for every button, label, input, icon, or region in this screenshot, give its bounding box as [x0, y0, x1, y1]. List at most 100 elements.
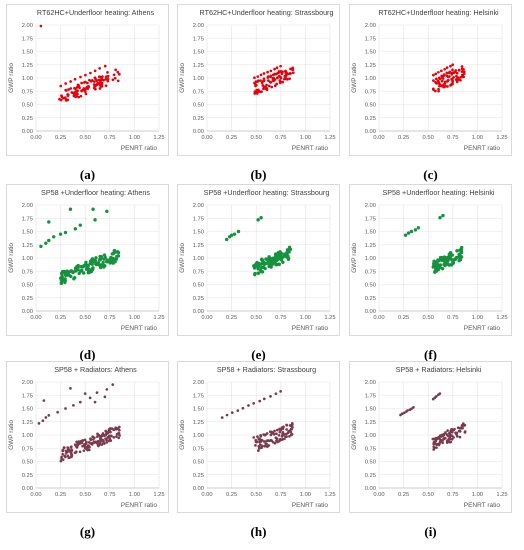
x-tick-label: 1.00 [300, 492, 311, 498]
y-tick-label: 0.00 [22, 309, 33, 315]
scatter-point [104, 84, 108, 88]
y-tick-label: 2.00 [193, 23, 204, 29]
chart-frame [349, 184, 512, 336]
y-tick-label: 1.25 [193, 243, 204, 249]
y-axis-label: GWP ratio [351, 63, 358, 93]
scatter-point [111, 259, 116, 264]
scatter-point [436, 258, 440, 262]
scatter-point [269, 75, 272, 79]
scatter-point [44, 241, 48, 245]
scatter-point [440, 76, 444, 79]
scatter-point [104, 437, 107, 441]
scatter-point [269, 81, 273, 84]
scatter-point [284, 435, 287, 439]
scatter-point [261, 265, 266, 270]
scatter-point [258, 443, 262, 446]
y-tick-label: 0.25 [22, 296, 33, 302]
chart-panel-i: SP58 + Radiators: Helsinki 0.00 0.25 0.50 0.… [349, 361, 512, 513]
scatter-point [278, 250, 282, 254]
y-tick-label: 1.75 [365, 393, 376, 399]
scatter-point [285, 432, 288, 436]
y-tick-label: 1.25 [365, 63, 376, 69]
scatter-point [450, 253, 455, 257]
scatter-point [270, 262, 274, 267]
scatter-point [74, 451, 78, 454]
scatter-point [93, 76, 97, 80]
scatter-point [279, 76, 283, 80]
scatter-point [438, 77, 442, 81]
x-tick-label: 0.75 [275, 492, 286, 498]
scatter-point [108, 428, 111, 432]
x-tick-label: 0.00 [30, 492, 41, 498]
scatter-point [79, 75, 82, 79]
scatter-point [60, 94, 63, 98]
scatter-point [434, 89, 437, 93]
scatter-point [75, 94, 78, 98]
scatter-point [455, 80, 459, 84]
scatter-point [64, 407, 67, 410]
scatter-point [291, 68, 295, 72]
scatter-point [442, 85, 446, 89]
scatter-point [278, 79, 282, 82]
scatter-point [257, 449, 260, 452]
x-tick-label: 0.25 [226, 492, 237, 498]
y-tick-label: 1.25 [22, 420, 33, 426]
scatter-point [106, 436, 110, 439]
y-tick-label: 1.50 [193, 407, 204, 413]
y-tick-label: 0.75 [193, 89, 204, 95]
scatter-point [460, 73, 464, 77]
scatter-point [100, 78, 104, 81]
y-tick-label: 0.25 [22, 473, 33, 479]
chart-panel-c: RT62HC+Underfloor heating: Helsinki 0.00 0… [349, 4, 512, 156]
y-tick-label: 1.75 [193, 393, 204, 399]
y-tick-label: 1.00 [193, 256, 204, 262]
scatter-point [47, 238, 51, 243]
scatter-point [274, 392, 278, 396]
scatter-point [437, 87, 440, 91]
scatter-point [90, 262, 94, 266]
scatter-point [89, 79, 93, 83]
x-tick-label: 1.00 [472, 315, 483, 321]
scatter-point [80, 89, 83, 93]
panel-caption-i: (i) [424, 524, 437, 539]
y-tick-label: 0.25 [193, 116, 204, 122]
scatter-chart-c: RT62HC+Underfloor heating: Helsinki0.000… [349, 4, 512, 156]
scatter-point [84, 73, 87, 77]
scatter-point [116, 250, 120, 254]
scatter-point [72, 403, 75, 407]
scatter-point [224, 237, 229, 242]
scatter-point [279, 390, 282, 393]
scatter-point [80, 441, 84, 445]
chart-panel-f: SP58 +Underfloor heating: Helsinki 0.00 0.… [349, 184, 512, 336]
scatter-point [437, 70, 440, 74]
scatter-point [112, 436, 116, 439]
scatter-point [288, 77, 292, 81]
y-axis-label: GWP ratio [8, 243, 15, 273]
scatter-point [83, 88, 87, 91]
chart-panel-d: SP58 +Underfloor heating: Athens 0.00 0.25… [6, 184, 169, 336]
scatter-point [60, 455, 63, 459]
y-tick-label: 1.75 [193, 36, 204, 42]
scatter-point [452, 436, 455, 439]
scatter-point [406, 231, 411, 235]
y-tick-label: 0.75 [22, 89, 33, 95]
y-axis-label: GWP ratio [179, 243, 186, 273]
chart-title: SP58 + Radiators: Athens [54, 365, 137, 374]
x-tick-label: 0.25 [226, 315, 237, 321]
scatter-point [103, 442, 106, 445]
scatter-point [52, 235, 56, 239]
y-tick-label: 1.50 [22, 230, 33, 236]
chart-title: RT62HC+Underfloor heating: Athens [37, 8, 155, 17]
scatter-point [273, 262, 277, 266]
scatter-point [454, 78, 458, 81]
panel-caption-f: (f) [424, 347, 437, 362]
x-tick-label: 0.75 [104, 315, 115, 321]
scatter-point [118, 72, 121, 76]
scatter-chart-f: SP58 +Underfloor heating: Helsinki0.000.… [349, 184, 512, 336]
scatter-point [99, 85, 103, 88]
scatter-point [285, 423, 289, 427]
scatter-point [93, 80, 96, 84]
scatter-point [95, 391, 99, 394]
y-tick-label: 0.00 [22, 486, 33, 492]
scatter-point [269, 395, 272, 398]
